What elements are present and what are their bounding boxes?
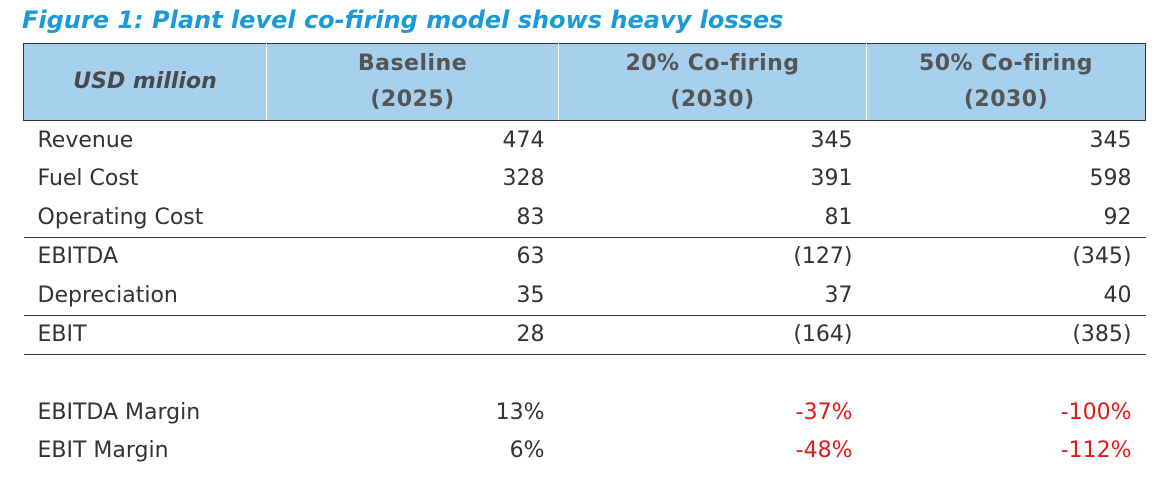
cell-baseline: 13% (495, 399, 545, 425)
cell-20-cofiring: 391 (810, 166, 853, 192)
row-label: Revenue (37, 127, 134, 153)
table-spacer-row (24, 355, 1146, 394)
cell-20-cofiring: 81 (824, 204, 853, 230)
header-baseline-title: Baseline (357, 51, 468, 76)
cell-50-cofiring: 598 (1089, 166, 1132, 192)
figure-title: Figure 1: Plant level co-firing model sh… (22, 6, 784, 34)
header-50-cofiring-title: 50% Co-firing (918, 51, 1094, 76)
header-20-cofiring: 20% Co-firing (2030) (558, 43, 867, 121)
row-label: Depreciation (37, 282, 178, 308)
cell-20-cofiring: -48% (795, 438, 853, 464)
cell-20-cofiring: -37% (795, 399, 853, 425)
cell-50-cofiring: (385) (866, 314, 1146, 355)
row-label: Operating Cost (37, 204, 204, 230)
table-row-operating-cost: Operating Cost 83 81 92 (24, 198, 1146, 237)
cell-baseline: 63 (266, 236, 559, 276)
row-label: EBIT (23, 314, 267, 355)
header-50-cofiring: 50% Co-firing (2030) (866, 43, 1146, 121)
cell-baseline: 328 (502, 166, 545, 192)
header-20-cofiring-year: (2030) (670, 87, 755, 112)
header-20-cofiring-title: 20% Co-firing (625, 51, 800, 76)
cell-baseline: 474 (502, 127, 545, 153)
table-row-depreciation: Depreciation 35 37 40 (24, 276, 1146, 315)
cell-50-cofiring: 40 (1103, 282, 1132, 308)
cell-50-cofiring: -100% (1060, 399, 1132, 425)
cell-50-cofiring: (345) (866, 236, 1146, 276)
cell-20-cofiring: 345 (810, 127, 853, 153)
cell-50-cofiring: -112% (1060, 438, 1132, 464)
table-header-row: USD million Baseline (2025) 20% Co-firin… (23, 43, 1146, 121)
financial-table: USD million Baseline (2025) 20% Co-firin… (23, 43, 1146, 470)
table-row-revenue: Revenue 474 345 345 (24, 121, 1146, 160)
cell-20-cofiring: 37 (824, 282, 853, 308)
header-50-cofiring-year: (2030) (963, 87, 1049, 112)
header-unit-label: USD million (23, 43, 267, 121)
cell-20-cofiring: (127) (558, 236, 867, 276)
header-baseline-year: (2025) (370, 87, 455, 112)
header-baseline: Baseline (2025) (266, 43, 559, 121)
table-row-ebitda: EBITDA 63 (127) (345) (23, 236, 1146, 276)
table-row-fuel-cost: Fuel Cost 328 391 598 (24, 160, 1146, 199)
table-row-ebit: EBIT 28 (164) (385) (23, 314, 1146, 355)
cell-baseline: 6% (509, 438, 545, 464)
row-label: Fuel Cost (37, 166, 139, 192)
table-row-ebitda-margin: EBITDA Margin 13% -37% -100% (24, 393, 1146, 432)
cell-50-cofiring: 345 (1089, 127, 1132, 153)
cell-50-cofiring: 92 (1103, 204, 1132, 230)
row-label: EBIT Margin (37, 438, 169, 464)
row-label: EBITDA (23, 236, 267, 276)
cell-baseline: 83 (516, 204, 545, 230)
table-row-ebit-margin: EBIT Margin 6% -48% -112% (24, 432, 1146, 471)
row-label: EBITDA Margin (37, 399, 201, 425)
cell-baseline: 28 (266, 314, 559, 355)
cell-baseline: 35 (516, 282, 545, 308)
cell-20-cofiring: (164) (558, 314, 867, 355)
